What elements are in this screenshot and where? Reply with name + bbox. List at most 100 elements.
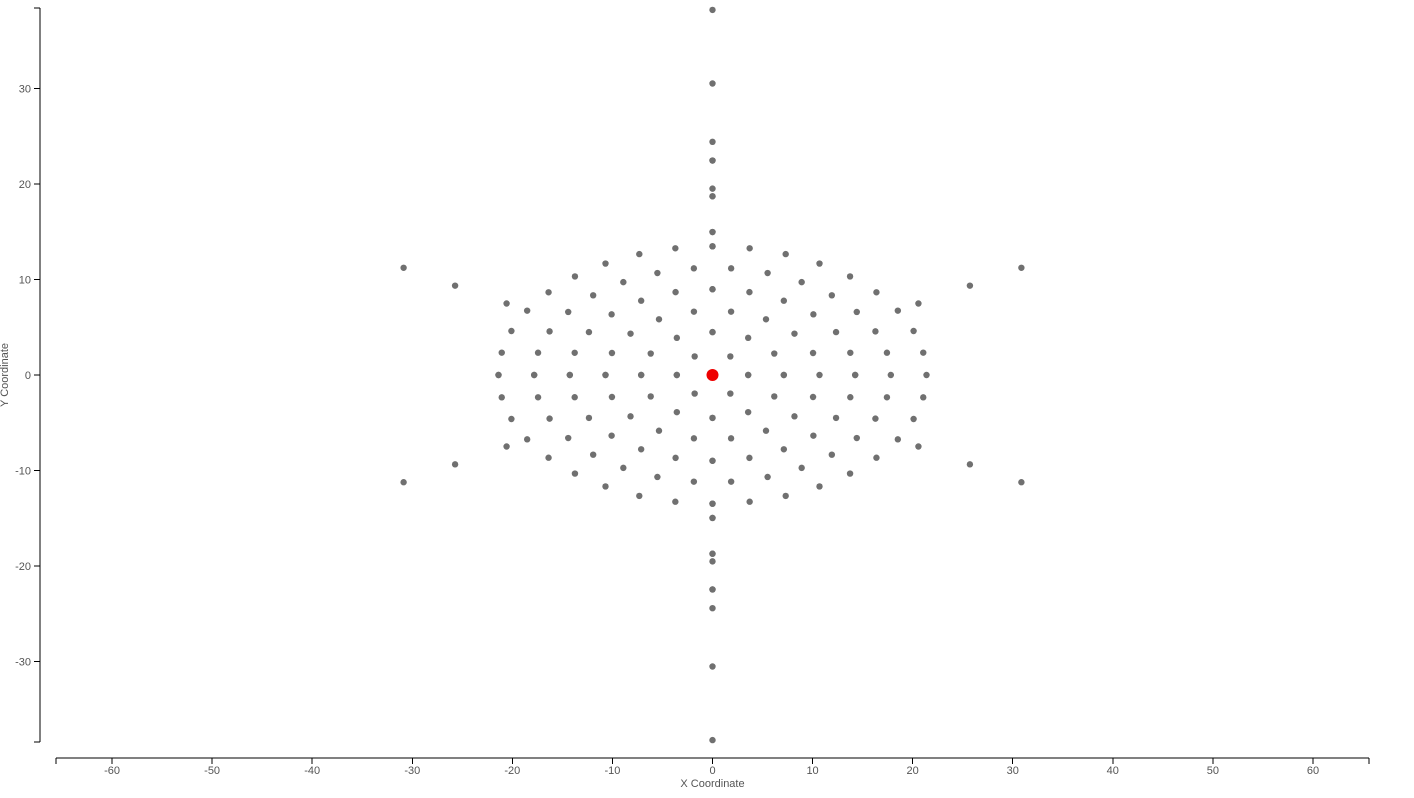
data-point [690,308,698,315]
data-point [744,408,752,416]
data-point [762,427,770,434]
data-point [546,328,553,335]
data-point [672,245,679,252]
data-point [810,432,817,439]
data-point [709,286,716,293]
x-tick-label: -60 [104,765,120,777]
data-point [690,265,698,272]
data-point [727,308,735,315]
data-point [872,415,879,422]
y-tick-label: 0 [25,370,31,382]
data-point [655,316,663,323]
data-point [771,393,778,400]
x-tick-label: 10 [806,765,818,777]
data-point [546,415,553,422]
data-point [894,307,902,314]
data-point [620,464,627,472]
data-point [872,328,879,335]
data-points [400,6,1025,744]
data-point [873,289,880,296]
data-point [920,349,927,356]
y-tick-label: 20 [19,179,31,191]
data-point [498,349,505,356]
data-point [847,394,854,401]
data-point [828,451,836,458]
data-point [602,260,609,267]
data-point [571,349,578,356]
x-tick-label: 20 [907,765,919,777]
data-point [780,297,788,304]
data-point [746,245,753,252]
data-point [920,394,927,401]
data-point [762,316,770,323]
data-point [810,311,817,318]
data-point [966,461,974,468]
data-point [809,393,817,401]
data-point [647,350,654,357]
data-point [589,451,597,458]
x-tick-label: 60 [1307,765,1319,777]
data-point [400,479,407,486]
data-point [566,371,574,379]
x-axis-ticks: -60 -50 -40 -30 -20 -10 0 10 20 30 40 50 60 [55,758,1370,777]
x-tick-label: 40 [1107,765,1119,777]
data-point [709,185,716,192]
data-point [873,454,880,461]
data-point [966,282,974,289]
data-point [746,454,753,462]
data-point [627,330,634,337]
data-point [503,300,510,307]
data-point [400,264,407,271]
data-point [709,6,716,14]
data-point [709,736,716,744]
data-point [851,371,859,379]
data-point [809,349,817,357]
data-point [508,327,515,335]
x-tick-label: 0 [709,765,715,777]
data-point [910,327,917,335]
data-point [816,371,823,379]
data-point [709,457,716,464]
data-point [798,464,805,472]
data-point [847,349,854,356]
data-point [798,278,805,286]
data-point [894,436,902,443]
data-point [545,454,552,461]
data-point [883,349,891,356]
data-point [602,483,609,490]
data-point [709,663,716,670]
data-point [709,228,716,236]
data-point [744,371,752,379]
x-tick-label: 30 [1007,765,1019,777]
data-point [709,586,716,593]
data-point [691,353,698,360]
data-point [709,604,716,612]
data-point [764,269,771,277]
data-point [637,371,645,379]
data-point [744,334,752,342]
data-point [565,434,572,442]
x-tick-label: -20 [504,765,520,777]
data-point [636,250,643,258]
data-point [571,394,578,401]
data-point [853,308,860,316]
data-point [709,558,716,565]
data-point [709,550,716,557]
x-tick-label: -40 [304,765,320,777]
x-tick-label: -10 [604,765,620,777]
data-point [727,390,734,397]
data-point [846,470,854,477]
data-point [655,427,663,434]
data-point [923,371,930,379]
y-tick-label: -30 [15,657,31,669]
data-point [887,371,895,379]
data-point [828,292,836,299]
data-point [565,308,572,316]
data-point [1018,264,1025,271]
y-tick-label: 30 [19,83,31,95]
data-point [571,273,579,280]
data-point [585,414,593,422]
data-point [672,454,679,462]
data-point [672,288,679,296]
data-point [915,300,922,307]
